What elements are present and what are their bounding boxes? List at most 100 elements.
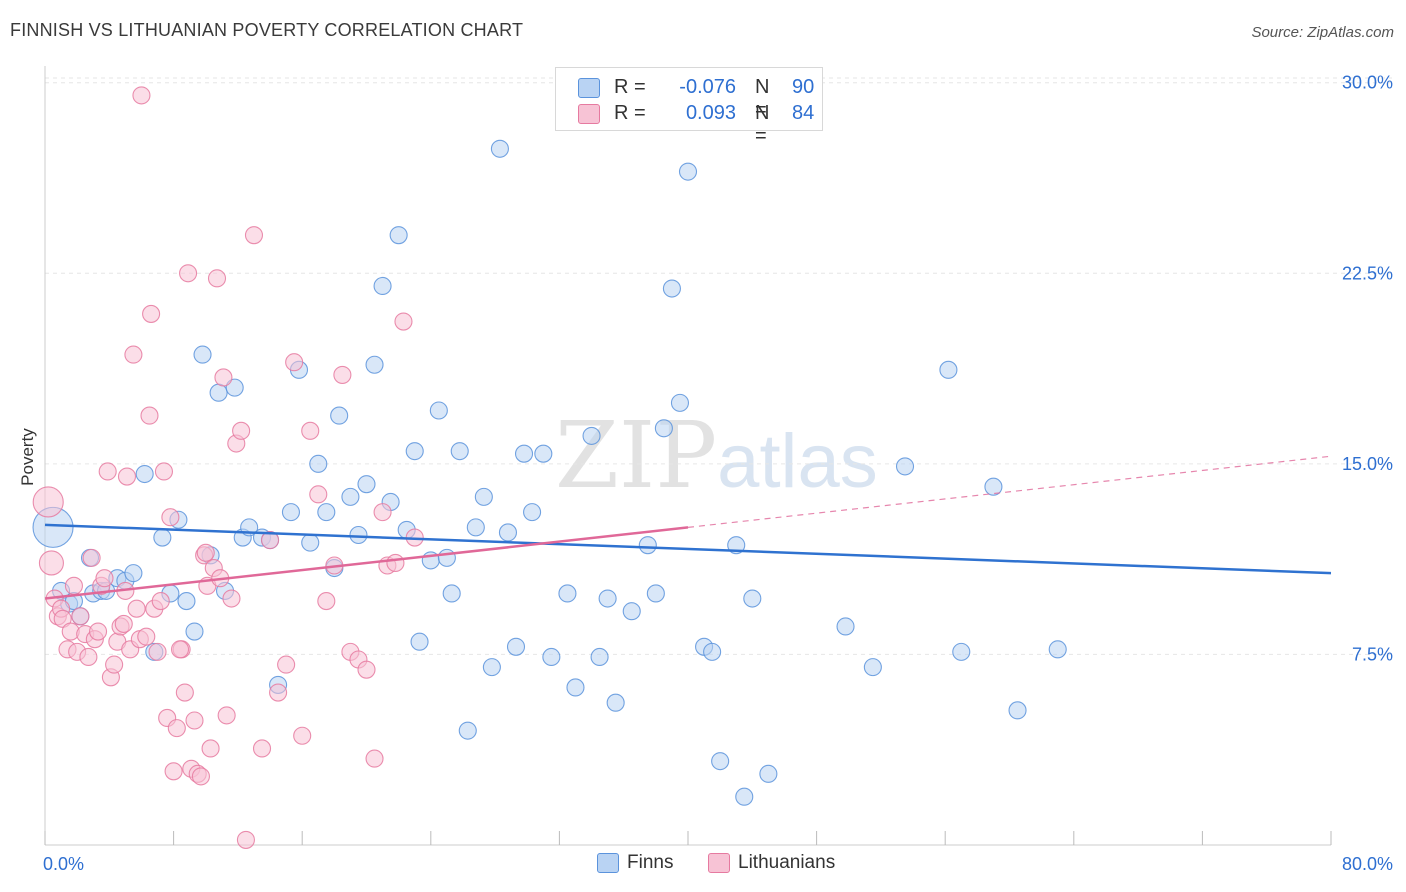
lithuanians-point — [140, 406, 159, 425]
lithuanians-point — [95, 569, 114, 588]
finns-point — [984, 477, 1003, 496]
finns-point — [863, 658, 882, 677]
y-tick-label: 15.0% — [1342, 454, 1393, 474]
lithuanians-point — [232, 421, 251, 440]
finns-point — [646, 584, 665, 603]
finns-point — [437, 548, 456, 567]
lithuanians-point — [201, 739, 220, 758]
finns-point — [582, 426, 601, 445]
finns-n-label: N = — [755, 76, 770, 121]
lithuanians-point — [214, 368, 233, 387]
finns-point — [389, 226, 408, 245]
lithuanians-point — [71, 607, 90, 626]
finns-point — [542, 647, 561, 667]
lithuanians-point — [365, 749, 384, 768]
chart-title: FINNISH VS LITHUANIAN POVERTY CORRELATIO… — [10, 20, 524, 40]
finns-point — [498, 523, 518, 542]
finns-point — [185, 622, 204, 641]
x-tick-label: 80.0% — [1342, 854, 1393, 874]
finns-point — [558, 584, 577, 603]
watermark-sub: atlas — [717, 419, 878, 504]
lithuanians-point — [79, 647, 98, 667]
finns-point — [638, 536, 657, 555]
finns-point — [566, 678, 585, 697]
finns-point — [703, 642, 722, 661]
lithuanians-n-value: 84 — [792, 102, 815, 124]
lithuanians-point — [64, 576, 83, 595]
lithuanians-point — [394, 312, 413, 331]
finns-point — [590, 647, 609, 667]
finns-point — [373, 276, 392, 296]
lithuanians-point — [170, 640, 190, 659]
lithuanians-point — [117, 467, 137, 486]
lithuanians-point — [137, 627, 156, 646]
finns-point — [514, 444, 534, 463]
lithuanians-point — [88, 622, 108, 641]
lithuanians-point — [114, 614, 133, 633]
finns-point — [177, 592, 196, 611]
finns-point — [654, 419, 673, 438]
source-label: Source: ZipAtlas.com — [1251, 24, 1394, 41]
finns-n-value: 90 — [792, 76, 815, 98]
finns-point — [442, 584, 461, 603]
finns-point — [952, 642, 971, 661]
lithuanians-point — [373, 503, 392, 522]
finns-point — [405, 442, 424, 461]
lithuanians-point — [151, 592, 170, 611]
finns-point — [309, 454, 328, 473]
finns-point — [759, 764, 778, 783]
finns-point — [1008, 701, 1027, 720]
finns-point — [365, 355, 384, 374]
finns-point — [193, 345, 212, 364]
finns-point — [598, 589, 617, 608]
lithuanians-point — [175, 683, 194, 702]
finns-point — [429, 401, 448, 420]
finns-point — [735, 787, 754, 806]
finns-point — [153, 528, 172, 547]
lithuanians-point — [285, 353, 304, 372]
finns-point — [622, 602, 641, 621]
watermark: ZIPatlas — [555, 402, 878, 509]
y-tick-label: 30.0% — [1342, 73, 1393, 93]
lithuanians-point — [132, 86, 151, 105]
finns-point — [482, 658, 501, 677]
watermark-main: ZIP — [555, 402, 718, 509]
lithuanians-point — [185, 711, 204, 730]
finns-point — [450, 442, 469, 461]
lithuanians-point — [82, 548, 101, 567]
finns-point — [124, 564, 143, 583]
x-tick-label: 0.0% — [43, 854, 84, 874]
lithuanians-point — [53, 609, 72, 628]
lithuanians-point — [179, 264, 198, 283]
lithuanians-point — [317, 592, 336, 611]
finns-point — [281, 503, 300, 522]
finns-point — [135, 464, 154, 484]
finns-point — [836, 617, 855, 636]
lithuanians-point — [142, 304, 161, 323]
finns-point — [466, 518, 485, 537]
finns-point — [458, 721, 477, 740]
lithuanians-point — [252, 739, 272, 758]
lithuanians-point — [124, 345, 143, 364]
finns-point — [670, 393, 690, 412]
lithuanians-point — [260, 531, 280, 550]
lithuanians-point — [244, 226, 264, 245]
finns-point — [606, 693, 625, 712]
lithuanians-point — [293, 726, 312, 745]
finns-point — [506, 637, 526, 656]
lithuanians-trend-line — [44, 526, 689, 600]
lithuanians-point — [309, 485, 328, 504]
lithuanians-point — [222, 589, 241, 608]
lithuanians-point — [277, 655, 296, 674]
lithuanians-point — [191, 767, 210, 786]
finns-point — [1048, 640, 1067, 659]
y-axis-label: Poverty — [18, 428, 37, 486]
finns-point — [711, 752, 730, 771]
y-tick-label: 22.5% — [1342, 263, 1393, 283]
finns-point — [301, 533, 320, 552]
finns-point — [523, 503, 542, 522]
lithuanians-point — [333, 365, 352, 384]
bottom-lithuanians-label: Lithuanians — [738, 852, 836, 873]
lithuanians-point — [217, 706, 236, 725]
